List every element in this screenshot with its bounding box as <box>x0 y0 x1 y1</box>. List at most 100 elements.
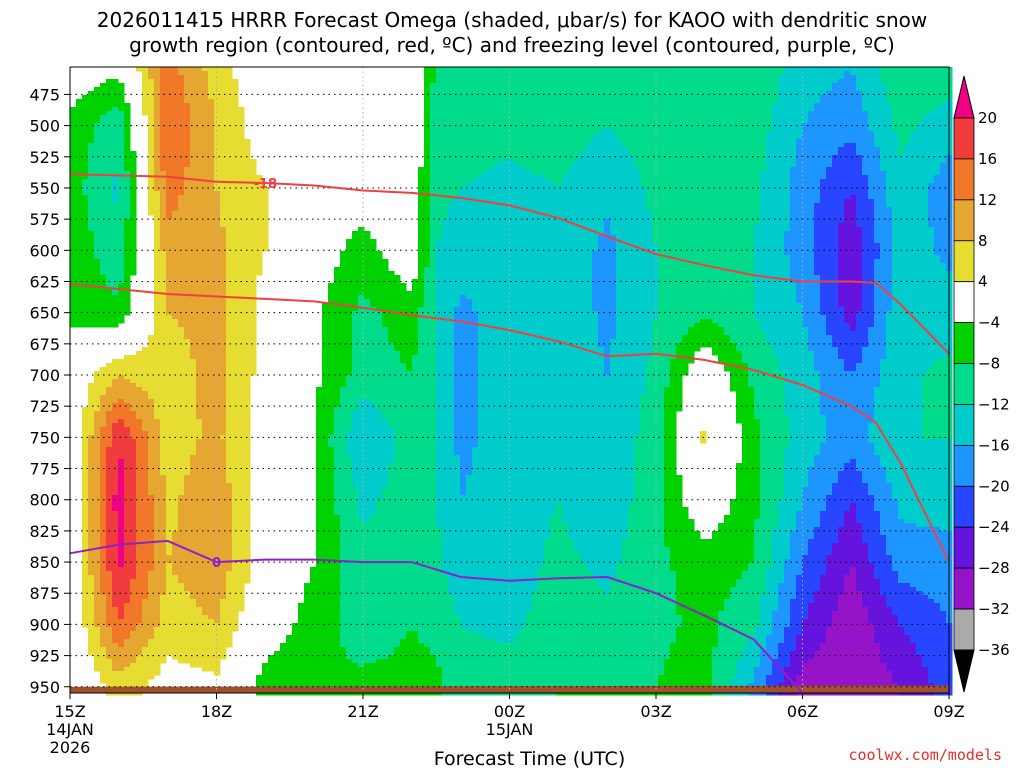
omega-cell <box>466 135 473 140</box>
omega-cell <box>778 139 785 144</box>
omega-cell <box>502 143 509 148</box>
omega-cell <box>208 67 215 72</box>
omega-cell <box>430 99 437 104</box>
omega-cell <box>526 119 533 124</box>
omega-cell <box>790 127 797 132</box>
omega-cell <box>772 103 779 108</box>
omega-cell <box>874 83 881 88</box>
omega-cell <box>544 203 551 208</box>
omega-cell <box>808 123 815 128</box>
omega-cell <box>916 87 923 92</box>
omega-cell <box>586 179 593 184</box>
omega-cell <box>520 119 527 124</box>
omega-cell <box>934 67 941 72</box>
omega-cell <box>520 67 527 72</box>
omega-cell <box>652 91 659 96</box>
omega-cell <box>766 231 773 236</box>
omega-cell <box>262 207 269 212</box>
omega-cell <box>628 199 635 204</box>
omega-cell <box>862 227 869 232</box>
omega-cell <box>124 211 131 216</box>
omega-cell <box>760 127 767 132</box>
omega-cell <box>220 155 227 160</box>
omega-cell <box>658 99 665 104</box>
omega-cell <box>610 147 617 152</box>
omega-cell <box>706 127 713 132</box>
omega-cell <box>226 227 233 232</box>
omega-cell <box>802 103 809 108</box>
omega-cell <box>940 203 947 208</box>
omega-cell <box>592 227 599 232</box>
omega-cell <box>832 179 839 184</box>
omega-cell <box>664 171 671 176</box>
omega-cell <box>658 187 665 192</box>
omega-cell <box>808 95 815 100</box>
omega-cell <box>508 75 515 80</box>
omega-cell <box>430 87 437 92</box>
omega-cell <box>442 79 449 84</box>
omega-cell <box>262 231 269 236</box>
omega-cell <box>622 171 629 176</box>
omega-cell <box>868 159 875 164</box>
omega-cell <box>82 151 89 156</box>
omega-cell <box>124 179 131 184</box>
omega-cell <box>484 159 491 164</box>
omega-cell <box>220 135 227 140</box>
omega-cell <box>562 191 569 196</box>
omega-cell <box>118 123 125 128</box>
omega-cell <box>844 115 851 120</box>
omega-cell <box>934 191 941 196</box>
omega-cell <box>586 163 593 168</box>
omega-cell <box>712 187 719 192</box>
omega-cell <box>196 191 203 196</box>
omega-cell <box>712 123 719 128</box>
omega-cell <box>448 219 455 224</box>
omega-cell <box>844 143 851 148</box>
omega-cell <box>592 147 599 152</box>
omega-cell <box>526 227 533 232</box>
omega-cell <box>652 179 659 184</box>
omega-cell <box>934 211 941 216</box>
omega-cell <box>730 235 737 240</box>
omega-cell <box>796 195 803 200</box>
omega-cell <box>526 179 533 184</box>
omega-cell <box>784 75 791 80</box>
omega-cell <box>754 75 761 80</box>
omega-cell <box>604 163 611 168</box>
omega-cell <box>148 95 155 100</box>
omega-cell <box>646 151 653 156</box>
omega-cell <box>916 183 923 188</box>
omega-cell <box>844 107 851 112</box>
omega-cell <box>418 207 425 212</box>
omega-cell <box>652 199 659 204</box>
omega-cell <box>838 207 845 212</box>
omega-cell <box>244 143 251 148</box>
omega-cell <box>532 95 539 100</box>
omega-cell <box>544 107 551 112</box>
omega-cell <box>682 203 689 208</box>
omega-cell <box>460 135 467 140</box>
omega-cell <box>532 195 539 200</box>
omega-cell <box>934 119 941 124</box>
omega-cell <box>922 219 929 224</box>
omega-cell <box>934 207 941 212</box>
omega-cell <box>514 147 521 152</box>
omega-cell <box>442 235 449 240</box>
omega-cell <box>748 119 755 124</box>
omega-cell <box>622 227 629 232</box>
omega-cell <box>112 115 119 120</box>
omega-cell <box>934 219 941 224</box>
omega-cell <box>142 91 149 96</box>
omega-cell <box>604 199 611 204</box>
omega-cell <box>112 163 119 168</box>
omega-cell <box>880 231 887 236</box>
omega-cell <box>70 151 77 156</box>
omega-cell <box>106 151 113 156</box>
omega-cell <box>112 223 119 228</box>
omega-cell <box>844 135 851 140</box>
omega-cell <box>574 131 581 136</box>
omega-cell <box>478 159 485 164</box>
omega-cell <box>178 183 185 188</box>
omega-cell <box>256 211 263 216</box>
omega-cell <box>670 195 677 200</box>
